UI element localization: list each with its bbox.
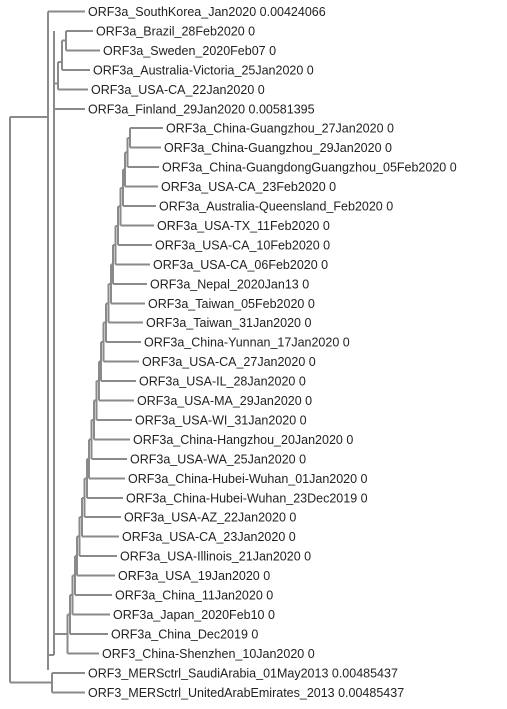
leaf-label: ORF3a_China-Yunnan_17Jan2020 0 (144, 336, 350, 350)
leaf-label: ORF3a_USA-MA_29Jan2020 0 (137, 394, 312, 408)
leaf-label: ORF3a_China-Hubei-Wuhan_01Jan2020 0 (128, 472, 368, 486)
leaf-label: ORF3a_China_Dec2019 0 (111, 627, 258, 641)
leaf-label: ORF3a_USA-CA_27Jan2020 0 (142, 355, 316, 369)
leaf-label: ORF3a_Japan_2020Feb10 0 (113, 608, 275, 622)
leaf-label: ORF3a_USA-CA_23Jan2020 0 (122, 530, 296, 544)
leaf-label: ORF3a_Sweden_2020Feb07 0 (103, 44, 276, 58)
leaf-label: ORF3a_USA-Illinois_21Jan2020 0 (120, 550, 311, 564)
leaf-label: ORF3a_USA_19Jan2020 0 (118, 569, 270, 583)
leaf-label: ORF3a_USA-CA_10Feb2020 0 (155, 238, 330, 252)
leaf-label: ORF3a_China-Hubei-Wuhan_23Dec2019 0 (126, 491, 368, 505)
leaf-label: ORF3_MERSctrl_SaudiArabia_01May2013 0.00… (88, 666, 398, 680)
leaf-label: ORF3a_USA-TX_11Feb2020 0 (157, 219, 330, 233)
leaf-label: ORF3a_China_11Jan2020 0 (115, 589, 273, 603)
leaf-label: ORF3a_USA-IL_28Jan2020 0 (139, 375, 306, 389)
leaf-label: ORF3_MERSctrl_UnitedArabEmirates_2013 0.… (88, 686, 404, 700)
tree-leaf-labels: ORF3a_SouthKorea_Jan2020 0.00424066 ORF3a… (88, 5, 457, 700)
leaf-label: ORF3a_Taiwan_31Jan2020 0 (146, 316, 311, 330)
leaf-label: ORF3a_USA-WI_31Jan2020 0 (135, 413, 307, 427)
leaf-label: ORF3a_SouthKorea_Jan2020 0.00424066 (88, 5, 326, 19)
leaf-label: ORF3a_USA-CA_22Jan2020 0 (91, 83, 265, 97)
leaf-label: ORF3a_USA-WA_25Jan2020 0 (130, 452, 306, 466)
leaf-label: ORF3a_Taiwan_05Feb2020 0 (148, 297, 315, 311)
tree-branches (9, 10, 163, 694)
leaf-label: ORF3a_Australia-Victoria_25Jan2020 0 (93, 63, 314, 77)
leaf-label: ORF3a_China-Guangzhou_29Jan2020 0 (164, 141, 392, 155)
leaf-label: ORF3a_USA-CA_06Feb2020 0 (153, 258, 328, 272)
leaf-label: ORF3a_Brazil_28Feb2020 0 (96, 24, 255, 38)
leaf-label: ORF3a_Australia-Queensland_Feb2020 0 (159, 200, 393, 214)
leaf-label: ORF3a_China-Guangzhou_27Jan2020 0 (166, 122, 394, 136)
leaf-label: ORF3a_USA-CA_23Feb2020 0 (161, 180, 336, 194)
leaf-label: ORF3a_China-Hangzhou_20Jan2020 0 (133, 433, 353, 447)
leaf-label: ORF3a_China-GuangdongGuangzhou_05Feb2020… (162, 161, 457, 175)
leaf-label: ORF3_China-Shenzhen_10Jan2020 0 (102, 647, 315, 661)
leaf-label: ORF3a_Finland_29Jan2020 0.00581395 (88, 102, 315, 116)
leaf-label: ORF3a_USA-AZ_22Jan2020 0 (124, 511, 296, 525)
leaf-label: ORF3a_Nepal_2020Jan13 0 (150, 277, 309, 291)
